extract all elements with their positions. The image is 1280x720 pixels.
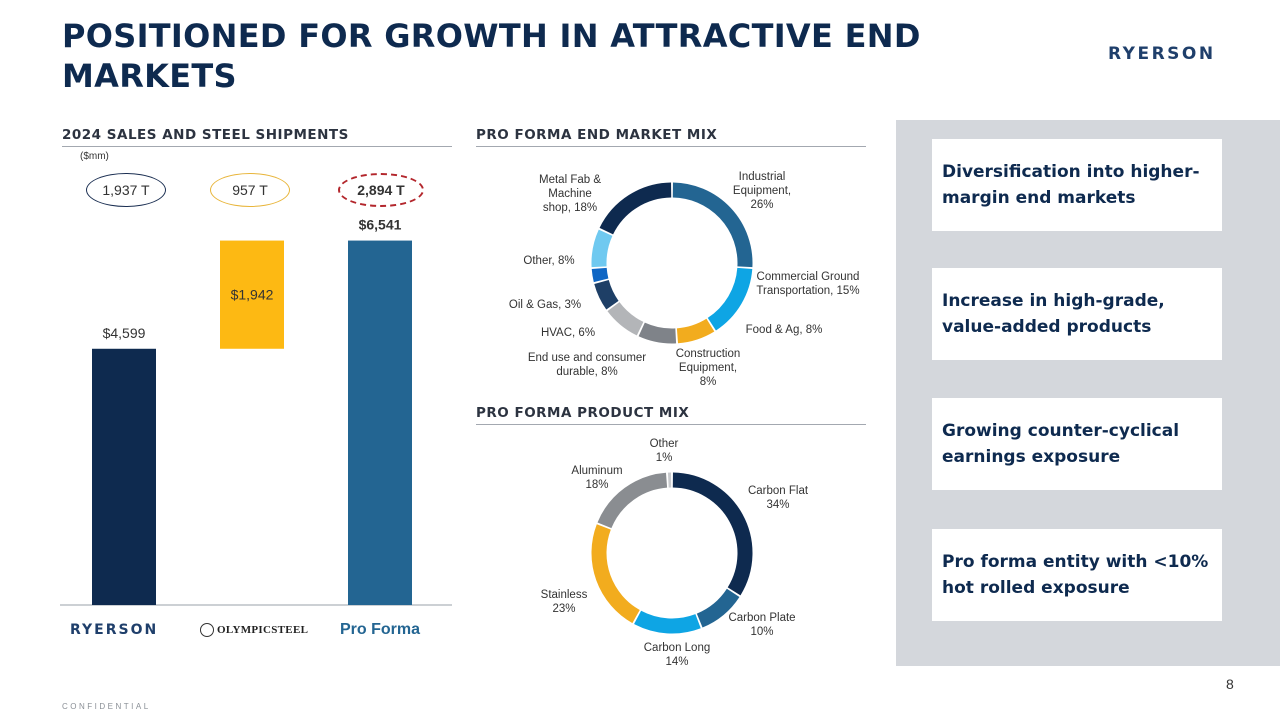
product-slice [634,610,701,634]
end-market-slice [672,182,753,268]
page-title: POSITIONED FOR GROWTH IN ATTRACTIVE END … [62,17,921,95]
shipment-badge-pro-forma: 2,894 T [338,173,424,207]
bar-value-label: $1,942 [231,287,274,303]
end-market-section-header: PRO FORMA END MARKET MIX [476,127,866,147]
ryerson-logo: RYERSON [1108,44,1216,64]
olympic-rings-icon [200,623,214,637]
sales-section-rule [62,146,452,147]
highlight-text: Increase in high-grade, value-added prod… [942,291,1165,337]
highlight-text: Growing counter-cyclical earnings exposu… [942,421,1180,467]
end-market-slice-label: Food & Ag, 8% [746,324,823,336]
product-slice-label: Carbon Long 14% [644,642,711,668]
end-market-slice-label: Commercial Ground Transportation, 15% [756,271,859,297]
product-slice-label: Carbon Flat 34% [748,485,809,511]
end-market-slice-label: HVAC, 6% [541,327,595,339]
end-market-slice-label: Oil & Gas, 3% [509,299,581,311]
end-market-section-title: PRO FORMA END MARKET MIX [476,127,718,143]
shipment-badge-olympic: 957 T [210,173,290,207]
olympic-steel-logo: OLYMPICSTEEL [200,623,308,637]
end-market-slice [599,182,672,235]
end-market-slice-label: Other, 8% [523,255,574,267]
confidential-label: CONFIDENTIAL [62,702,151,711]
bar-pro-forma [348,240,412,605]
end-market-slice [591,229,613,268]
end-market-slice [638,322,677,344]
end-market-section-rule [476,146,866,147]
product-slice-label: Other 1% [650,438,679,464]
product-slice [672,472,753,596]
highlight-text: Pro forma entity with <10% hot rolled ex… [942,552,1209,598]
ryerson-category-logo: RYERSON [70,622,159,638]
end-market-slice-label: Construction Equipment, 8% [676,348,741,388]
product-slice [597,472,668,529]
product-slice-label: Stainless 23% [541,589,588,615]
end-market-slice [707,267,753,331]
bar-value-label: $6,541 [359,217,402,233]
product-section-title: PRO FORMA PRODUCT MIX [476,405,690,421]
sales-section-title: 2024 SALES AND STEEL SHIPMENTS [62,127,349,143]
end-market-slice [676,318,715,344]
highlight-card-diversification: Diversification into higher-margin end m… [932,139,1222,231]
highlight-card-counter-cyclical: Growing counter-cyclical earnings exposu… [932,398,1222,490]
highlight-text: Diversification into higher-margin end m… [942,162,1200,208]
end-market-slice [607,301,644,336]
product-slice-label: Aluminum 18% [571,465,622,491]
olympic-steel-label: OLYMPICSTEEL [217,624,309,636]
unit-label: ($mm) [80,151,109,162]
end-market-slice [591,267,609,283]
end-market-slice [594,279,619,310]
bar-olympic-steel [220,240,284,349]
product-slice [696,588,740,628]
pro-forma-label: Pro Forma [340,621,421,638]
end-market-slice-label: Industrial Equipment, 26% [733,171,791,211]
bar-value-label: $4,599 [103,325,146,341]
sales-section-header: 2024 SALES AND STEEL SHIPMENTS [62,127,452,147]
product-slice-label: Carbon Plate 10% [728,612,795,638]
page-number: 8 [1226,676,1234,692]
shipment-badge-ryerson: 1,937 T [86,173,166,207]
product-section-header: PRO FORMA PRODUCT MIX [476,405,866,425]
highlight-card-hot-rolled: Pro forma entity with <10% hot rolled ex… [932,529,1222,621]
end-market-slice-label: End use and consumer durable, 8% [528,352,646,378]
product-section-rule [476,424,866,425]
product-slice [591,524,640,624]
end-market-slice-label: Metal Fab & Machine shop, 18% [539,174,601,214]
bar-ryerson [92,348,156,605]
highlight-card-high-grade: Increase in high-grade, value-added prod… [932,268,1222,360]
